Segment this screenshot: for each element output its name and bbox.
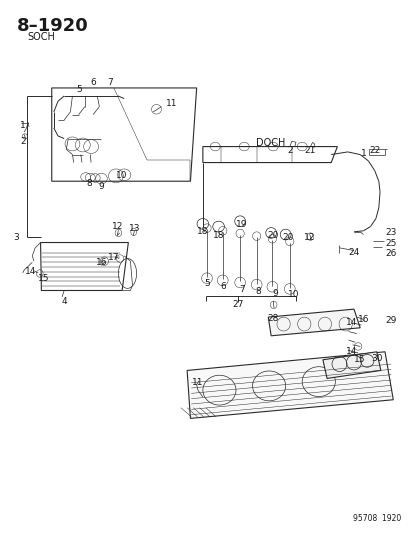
Text: 5: 5 (76, 85, 81, 94)
Text: 26: 26 (385, 249, 396, 257)
Text: 2: 2 (20, 137, 26, 146)
Text: 6: 6 (220, 282, 226, 291)
Text: 3: 3 (14, 233, 19, 241)
Text: 2: 2 (286, 146, 292, 155)
Polygon shape (268, 309, 359, 336)
Text: 23: 23 (385, 229, 396, 237)
Text: 18: 18 (197, 228, 208, 236)
Text: 27: 27 (232, 301, 243, 309)
Text: 30: 30 (370, 354, 382, 362)
Text: 20: 20 (281, 233, 293, 241)
Text: SOCH: SOCH (27, 32, 55, 42)
Text: 16: 16 (95, 259, 107, 267)
Text: 6: 6 (90, 78, 96, 87)
Text: 5: 5 (204, 279, 209, 288)
Text: 10: 10 (116, 172, 128, 180)
Text: 15: 15 (354, 356, 365, 364)
Text: 18: 18 (212, 231, 224, 240)
Text: 29: 29 (385, 317, 396, 325)
Text: 14: 14 (345, 348, 357, 356)
Text: 22: 22 (368, 146, 380, 155)
Text: 12: 12 (112, 222, 123, 231)
Text: 9: 9 (98, 182, 104, 191)
Text: 10: 10 (287, 290, 299, 299)
Text: 95708  1920: 95708 1920 (352, 514, 401, 523)
Text: DOCH: DOCH (255, 138, 285, 148)
Text: 1: 1 (20, 121, 26, 130)
Text: 1: 1 (361, 149, 366, 158)
Text: 7: 7 (107, 78, 112, 87)
Polygon shape (187, 352, 392, 418)
Text: 25: 25 (385, 239, 396, 248)
Text: 28: 28 (267, 314, 278, 323)
Text: 13: 13 (128, 224, 140, 232)
Text: 19: 19 (236, 221, 247, 229)
Text: 16: 16 (357, 316, 368, 324)
Text: 14: 14 (345, 318, 357, 327)
Text: 8: 8 (255, 287, 261, 296)
Text: 7: 7 (239, 285, 244, 294)
Text: 20: 20 (267, 231, 278, 240)
Text: 4: 4 (61, 297, 67, 305)
Text: 8: 8 (86, 180, 92, 188)
Text: 12: 12 (303, 233, 315, 241)
Text: 11: 11 (166, 100, 177, 108)
Text: 17: 17 (108, 253, 119, 262)
Text: 24: 24 (347, 248, 359, 256)
Polygon shape (322, 352, 380, 378)
Text: 21: 21 (304, 146, 316, 155)
Text: 14: 14 (25, 268, 37, 276)
Text: 8–1920: 8–1920 (17, 17, 88, 35)
Text: 11: 11 (192, 378, 203, 387)
Text: 9: 9 (272, 289, 278, 297)
Text: 15: 15 (38, 274, 49, 282)
